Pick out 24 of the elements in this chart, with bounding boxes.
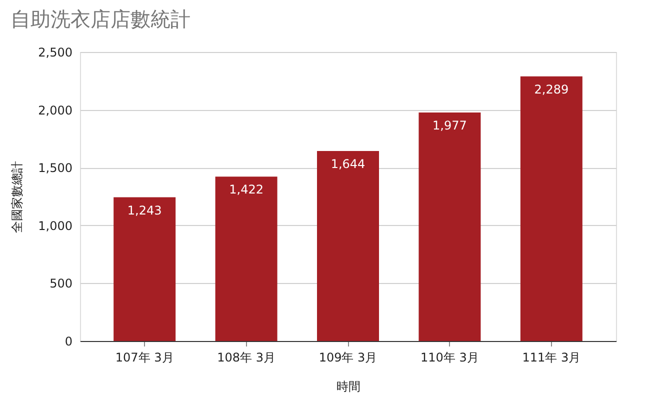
bar <box>520 76 582 341</box>
x-axis-title: 時間 <box>336 380 360 394</box>
x-tick-label: 109年 3月 <box>318 350 378 364</box>
x-tick-label: 108年 3月 <box>217 350 276 364</box>
y-tick-label: 1,500 <box>38 161 72 176</box>
data-label: 1,243 <box>127 203 162 218</box>
bar <box>215 176 278 341</box>
x-tick-label: 110年 3月 <box>420 350 479 364</box>
y-tick-label: 500 <box>50 276 72 291</box>
x-tick-label: 111年 3月 <box>522 350 581 364</box>
chart-title: 自助洗衣店店數統計 <box>10 7 191 31</box>
y-tick-label: 2,500 <box>38 46 72 60</box>
bar <box>317 150 379 341</box>
y-tick-label: 0 <box>64 334 72 348</box>
y-tick-label: 1,000 <box>38 218 72 233</box>
y-tick-label: 2,000 <box>38 103 72 118</box>
data-label: 2,289 <box>534 82 569 96</box>
data-label: 1,644 <box>330 156 366 171</box>
data-label: 1,977 <box>432 118 467 132</box>
x-tick-label: 107年 3月 <box>115 350 174 364</box>
y-axis-title: 全國家數總計 <box>10 161 24 233</box>
data-label: 1,422 <box>229 182 264 197</box>
bar <box>114 197 176 341</box>
bar <box>418 112 481 341</box>
